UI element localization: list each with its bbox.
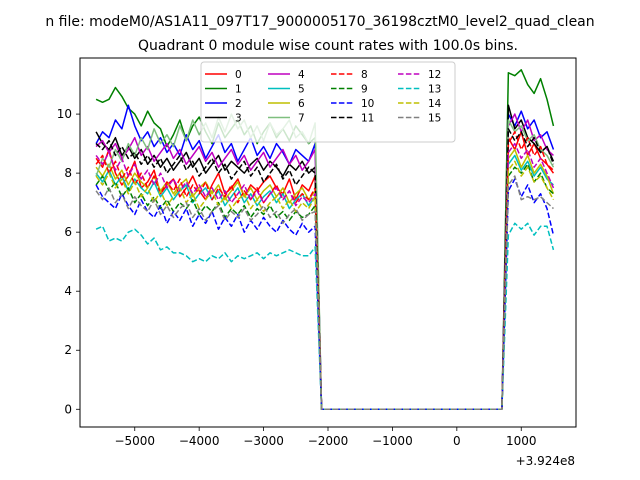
- legend-label-14: 14: [428, 98, 442, 110]
- legend-label-4: 4: [298, 69, 305, 81]
- x-tick-label: −4000: [179, 434, 220, 448]
- y-axis: 0 2 4 6 8 10: [57, 107, 80, 416]
- legend-label-9: 9: [361, 84, 368, 96]
- legend-label-2: 2: [235, 98, 242, 110]
- legend-label-5: 5: [298, 84, 305, 96]
- x-tick-label: −2000: [308, 434, 349, 448]
- x-offset-label: +3.924e8: [516, 454, 575, 468]
- y-tick-label: 8: [64, 166, 72, 180]
- y-tick-label: 6: [64, 225, 72, 239]
- chart-title: Quadrant 0 module wise count rates with …: [138, 38, 518, 54]
- legend-label-8: 8: [361, 69, 368, 81]
- x-tick-label: 1000: [506, 434, 537, 448]
- x-axis: −5000 −4000 −3000 −2000 −1000 0 1000: [114, 427, 537, 448]
- y-tick-label: 0: [64, 402, 72, 416]
- y-tick-label: 10: [57, 107, 72, 121]
- legend-label-15: 15: [428, 113, 441, 125]
- legend-label-6: 6: [298, 98, 305, 110]
- x-tick-label: 0: [453, 434, 461, 448]
- series-line-15: [95, 175, 554, 411]
- legend-label-13: 13: [428, 84, 441, 96]
- figure-suptitle: n file: modeM0/AS1A11_097T17_9000005170_…: [45, 14, 594, 30]
- x-tick-label: −3000: [243, 434, 284, 448]
- legend-label-0: 0: [235, 69, 242, 81]
- legend-label-1: 1: [235, 84, 242, 96]
- x-tick-label: −5000: [114, 434, 155, 448]
- legend-label-3: 3: [235, 113, 242, 125]
- legend-box: [200, 61, 456, 143]
- legend-label-10: 10: [361, 98, 374, 110]
- legend-label-12: 12: [428, 69, 441, 81]
- legend-label-7: 7: [298, 113, 305, 125]
- y-tick-label: 2: [64, 343, 72, 357]
- series-layer: [95, 69, 555, 411]
- legend-label-11: 11: [361, 113, 374, 125]
- x-tick-label: −1000: [372, 434, 413, 448]
- y-tick-label: 4: [64, 284, 72, 298]
